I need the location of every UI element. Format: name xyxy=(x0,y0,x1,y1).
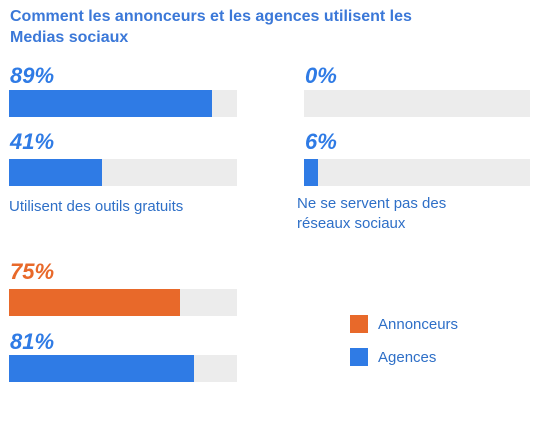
bar-group1-bar2 xyxy=(9,159,103,186)
legend-swatch-annonceurs xyxy=(350,315,368,333)
value-label-group1-bar2: 41% xyxy=(10,129,55,154)
value-label-group3-bar2: 81% xyxy=(10,329,55,354)
value-label-group2-bar1: 0% xyxy=(305,63,337,88)
bar-group2-bar2 xyxy=(304,159,318,186)
group1-caption: Utilisent des outils gratuits xyxy=(9,198,184,215)
chart-title: Comment les annonceurs et les agences ut… xyxy=(10,8,412,46)
legend-swatch-agences xyxy=(350,348,368,366)
bar-track-group1-bar1 xyxy=(9,90,237,117)
bar-track-group3-bar2 xyxy=(9,355,237,382)
bar-group3-bar2 xyxy=(9,355,194,382)
value-label-group1-bar1: 89% xyxy=(10,63,55,88)
bar-track-group3-bar1 xyxy=(9,289,237,316)
bar-track-group2-bar2 xyxy=(304,159,530,186)
value-label-group3-bar1: 75% xyxy=(10,259,55,284)
legend-item-annonceurs: Annonceurs xyxy=(350,315,458,333)
bar-group1-bar1 xyxy=(9,90,212,117)
group2-caption: Ne se servent pas des réseaux sociaux xyxy=(297,195,447,232)
bar-track-group2-bar1 xyxy=(304,90,530,117)
legend-item-agences: Agences xyxy=(350,348,436,366)
legend-label-agences: Agences xyxy=(378,348,437,366)
bar-track-group1-bar2 xyxy=(9,159,237,186)
value-label-group2-bar2: 6% xyxy=(305,129,337,154)
legend-label-annonceurs: Annonceurs xyxy=(378,315,459,333)
bar-group3-bar1 xyxy=(9,289,180,316)
